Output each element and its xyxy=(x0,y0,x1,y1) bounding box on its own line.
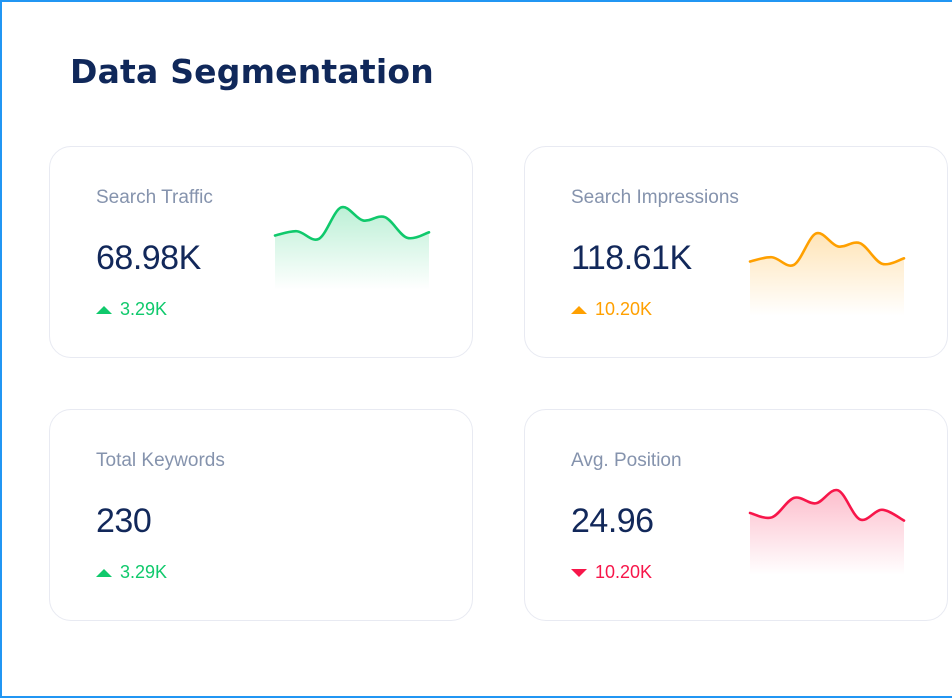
card-delta: 10.20K xyxy=(571,562,652,583)
triangle-down-icon xyxy=(571,568,587,577)
delta-value: 3.29K xyxy=(120,299,168,319)
triangle-up-icon xyxy=(571,305,587,314)
sparkline xyxy=(748,231,906,316)
card-value: 118.61K xyxy=(571,239,692,277)
delta-value: 10.20K xyxy=(595,562,653,582)
card-delta: 3.29K xyxy=(96,562,167,583)
card-total-keywords[interactable]: Total Keywords 230 3.29K xyxy=(49,409,473,621)
card-search-impressions[interactable]: Search Impressions 118.61K 10.20K xyxy=(524,146,948,358)
card-label: Search Impressions xyxy=(571,187,739,208)
sparkline-line xyxy=(273,205,431,241)
page-title: Data Segmentation xyxy=(70,52,434,91)
triangle-up-icon xyxy=(96,305,112,314)
sparkline-area xyxy=(750,233,904,316)
card-value: 68.98K xyxy=(96,239,201,277)
delta-value: 3.29K xyxy=(120,562,168,582)
sparkline xyxy=(748,488,906,575)
card-search-traffic[interactable]: Search Traffic 68.98K 3.29K xyxy=(49,146,473,358)
sparkline-area xyxy=(750,489,904,575)
card-delta: 3.29K xyxy=(96,299,167,320)
card-label: Search Traffic xyxy=(96,187,213,208)
triangle-up-icon xyxy=(96,568,112,577)
sparkline xyxy=(273,205,431,290)
sparkline-line xyxy=(748,231,906,267)
card-value: 24.96 xyxy=(571,502,654,540)
card-value: 230 xyxy=(96,502,152,540)
sparkline-line xyxy=(748,488,906,522)
delta-value: 10.20K xyxy=(595,299,653,319)
card-label: Total Keywords xyxy=(96,450,225,471)
card-avg-position[interactable]: Avg. Position 24.96 10.20K xyxy=(524,409,948,621)
card-delta: 10.20K xyxy=(571,299,652,320)
sparkline-area xyxy=(275,207,429,290)
card-label: Avg. Position xyxy=(571,450,682,471)
